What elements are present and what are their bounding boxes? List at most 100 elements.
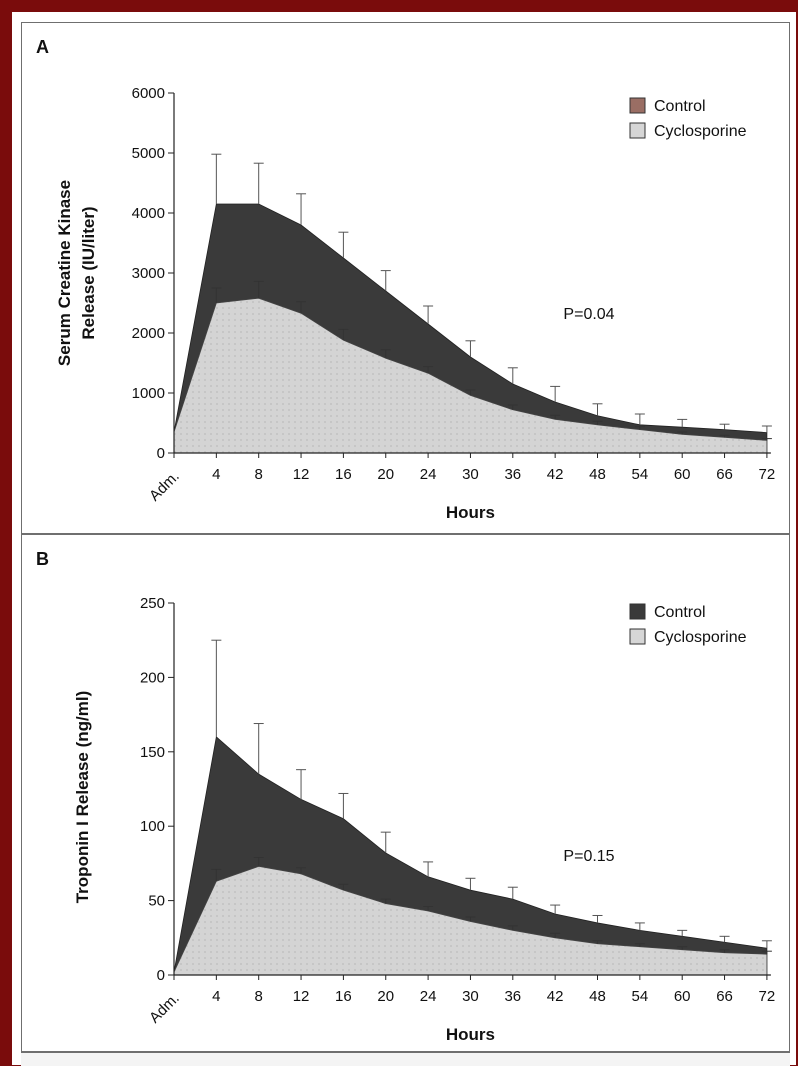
control-error-bar	[423, 305, 434, 324]
legend-label-cyclosporine: Cyclosporine	[654, 629, 747, 646]
y-tick-label: 150	[140, 744, 165, 761]
x-tick-label: 42	[547, 988, 564, 1005]
y-tick-label: 0	[157, 445, 165, 462]
y-axis-label: Serum Creatine Kinase	[55, 180, 74, 366]
control-error-bar	[677, 929, 688, 937]
control-error-bar	[211, 153, 222, 204]
control-error-bar	[338, 792, 349, 819]
y-tick-label: 5000	[132, 145, 165, 162]
x-tick-label: 4	[212, 988, 220, 1005]
cyclosporine-error-bar	[296, 867, 307, 874]
control-error-bar	[465, 340, 476, 357]
control-error-bar	[634, 413, 645, 425]
cyclosporine-error-bar	[507, 925, 518, 931]
x-tick-label: 8	[255, 988, 263, 1005]
x-tick-label: 4	[212, 466, 220, 483]
x-tick-label: 36	[504, 466, 521, 483]
cyclosporine-error-bar	[253, 280, 264, 299]
x-tick-label: 20	[377, 988, 394, 1005]
control-error-bar	[338, 231, 349, 258]
panel-a: A 0 1000 2000 3000 4000 5000 6000 Adm. 4 8 12 16 20 2…	[21, 22, 790, 534]
x-tick-label: 12	[293, 466, 310, 483]
cyclosporine-error-bar	[380, 898, 391, 904]
p-value-annotation: P=0.04	[563, 306, 614, 323]
x-tick-label: 48	[589, 466, 606, 483]
y-tick-label: 0	[157, 967, 165, 984]
cyclosporine-error-bar	[423, 366, 434, 374]
control-error-bar	[211, 639, 222, 737]
control-error-bar	[296, 193, 307, 225]
legend-swatch-control	[629, 603, 646, 620]
cyclosporine-error-bar	[211, 868, 222, 882]
x-tick-label: 24	[420, 988, 437, 1005]
cyclosporine-error-bar	[465, 916, 476, 922]
control-error-bar	[592, 914, 603, 923]
legend-swatch-control	[629, 97, 646, 114]
control-error-bar	[719, 935, 730, 943]
x-tick-label: 72	[759, 466, 776, 483]
cyclosporine-error-bar	[761, 438, 772, 441]
control-error-bar	[677, 418, 688, 428]
y-tick-label: 1000	[132, 385, 165, 402]
figure-frame: A 0 1000 2000 3000 4000 5000 6000 Adm. 4 8 12 16 20 2…	[12, 12, 796, 1066]
y-tick-label: 2000	[132, 325, 165, 342]
cyclosporine-error-bar	[719, 949, 730, 953]
cyclosporine-error-bar	[677, 946, 688, 950]
x-tick-label: 12	[293, 988, 310, 1005]
cyclosporine-error-bar	[677, 431, 688, 435]
y-axis-label: Troponin I Release (ng/ml)	[73, 691, 92, 904]
cyclosporine-error-bar	[253, 856, 264, 867]
x-axis-label: Hours	[446, 1025, 495, 1044]
control-error-bar	[719, 423, 730, 430]
panel-b-label: B	[36, 549, 49, 569]
x-tick-label: 42	[547, 466, 564, 483]
x-tick-label: 66	[716, 466, 733, 483]
x-tick-label: 72	[759, 988, 776, 1005]
control-error-bar	[507, 367, 518, 384]
cyclosporine-error-bar	[719, 434, 730, 438]
panel-b: B 0 50 100 150 200 250 Adm. 4 8 12 16 20 24 30 36 42 48 5…	[21, 534, 790, 1052]
control-error-bar	[507, 886, 518, 900]
cyclosporine-error-bar	[296, 301, 307, 314]
cyclosporine-error-bar	[634, 943, 645, 947]
cyclosporine-area	[173, 297, 768, 454]
cyclosporine-error-bar	[211, 287, 222, 303]
x-tick-label: 48	[589, 988, 606, 1005]
legend-label-control: Control	[654, 98, 706, 115]
cyclosporine-error-bar	[380, 349, 391, 359]
control-error-bar	[761, 940, 772, 949]
x-tick-label: 16	[335, 466, 352, 483]
cyclosporine-error-bar	[592, 420, 603, 425]
cyclosporine-error-bar	[634, 426, 645, 430]
x-tick-label: 60	[674, 466, 691, 483]
y-tick-label: 200	[140, 669, 165, 686]
cyclosporine-error-bar	[550, 932, 561, 938]
cyclosporine-error-bar	[338, 328, 349, 341]
caption-strip	[21, 1052, 790, 1066]
legend-swatch-cyclosporine	[629, 628, 646, 645]
cyclosporine-error-bar	[550, 414, 561, 420]
x-tick-label: Adm.	[146, 990, 183, 1027]
control-error-bar	[253, 723, 264, 775]
legend-swatch-cyclosporine	[629, 122, 646, 139]
panel-a-label: A	[36, 37, 49, 57]
y-tick-label: 3000	[132, 265, 165, 282]
control-error-bar	[550, 385, 561, 402]
x-tick-label: 16	[335, 988, 352, 1005]
x-tick-label: 20	[377, 466, 394, 483]
control-error-bar	[380, 831, 391, 853]
control-error-bar	[465, 877, 476, 891]
legend-label-cyclosporine: Cyclosporine	[654, 123, 747, 140]
control-error-bar	[296, 769, 307, 800]
p-value-annotation: P=0.15	[563, 848, 614, 865]
legend-label-control: Control	[654, 604, 706, 621]
control-error-bar	[550, 904, 561, 914]
y-tick-label: 6000	[132, 85, 165, 102]
x-tick-label: 30	[462, 988, 479, 1005]
x-tick-label: 60	[674, 988, 691, 1005]
cyclosporine-error-bar	[465, 389, 476, 396]
control-error-bar	[380, 270, 391, 291]
x-tick-label: 54	[632, 466, 649, 483]
y-tick-label: 4000	[132, 205, 165, 222]
cyclosporine-error-bar	[507, 404, 518, 410]
